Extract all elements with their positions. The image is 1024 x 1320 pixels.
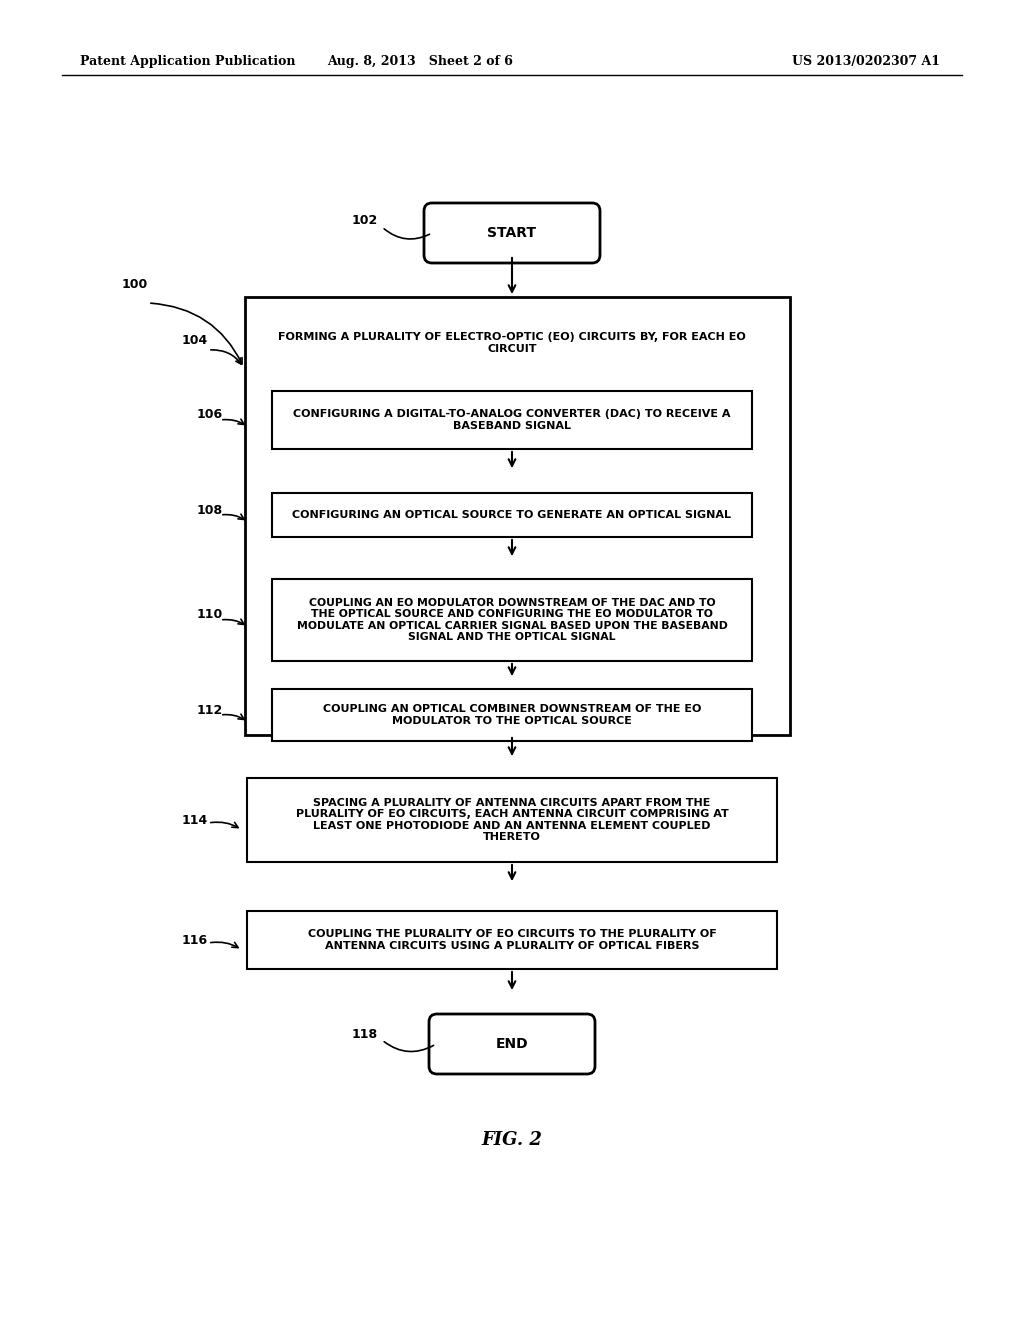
Text: CONFIGURING AN OPTICAL SOURCE TO GENERATE AN OPTICAL SIGNAL: CONFIGURING AN OPTICAL SOURCE TO GENERAT…	[293, 510, 731, 520]
Text: END: END	[496, 1038, 528, 1051]
FancyBboxPatch shape	[424, 203, 600, 263]
Bar	[247, 777, 777, 862]
Text: 116: 116	[182, 933, 208, 946]
Text: 112: 112	[197, 704, 223, 717]
Text: 108: 108	[197, 503, 223, 516]
Text: 114: 114	[182, 813, 208, 826]
Text: US 2013/0202307 A1: US 2013/0202307 A1	[792, 55, 940, 69]
Text: 118: 118	[352, 1028, 378, 1041]
Bar	[272, 391, 752, 449]
Bar	[247, 911, 777, 969]
Text: 104: 104	[182, 334, 208, 346]
Text: SPACING A PLURALITY OF ANTENNA CIRCUITS APART FROM THE
PLURALITY OF EO CIRCUITS,: SPACING A PLURALITY OF ANTENNA CIRCUITS …	[296, 797, 728, 842]
Bar	[272, 579, 752, 661]
Text: 110: 110	[197, 609, 223, 622]
Text: Aug. 8, 2013   Sheet 2 of 6: Aug. 8, 2013 Sheet 2 of 6	[327, 55, 513, 69]
Text: FIG. 2: FIG. 2	[481, 1131, 543, 1148]
Text: 106: 106	[197, 408, 223, 421]
Text: 102: 102	[352, 214, 378, 227]
Text: COUPLING THE PLURALITY OF EO CIRCUITS TO THE PLURALITY OF
ANTENNA CIRCUITS USING: COUPLING THE PLURALITY OF EO CIRCUITS TO…	[307, 929, 717, 950]
FancyBboxPatch shape	[429, 1014, 595, 1074]
Text: START: START	[487, 226, 537, 240]
Text: CONFIGURING A DIGITAL-TO-ANALOG CONVERTER (DAC) TO RECEIVE A
BASEBAND SIGNAL: CONFIGURING A DIGITAL-TO-ANALOG CONVERTE…	[293, 409, 731, 430]
Bar	[245, 297, 790, 735]
Text: 100: 100	[122, 279, 148, 292]
Bar	[272, 689, 752, 741]
Bar	[272, 492, 752, 537]
Text: Patent Application Publication: Patent Application Publication	[80, 55, 296, 69]
Text: COUPLING AN OPTICAL COMBINER DOWNSTREAM OF THE EO
MODULATOR TO THE OPTICAL SOURC: COUPLING AN OPTICAL COMBINER DOWNSTREAM …	[323, 704, 701, 726]
Text: FORMING A PLURALITY OF ELECTRO-OPTIC (EO) CIRCUITS BY, FOR EACH EO
CIRCUIT: FORMING A PLURALITY OF ELECTRO-OPTIC (EO…	[279, 333, 745, 354]
Text: COUPLING AN EO MODULATOR DOWNSTREAM OF THE DAC AND TO
THE OPTICAL SOURCE AND CON: COUPLING AN EO MODULATOR DOWNSTREAM OF T…	[297, 598, 727, 643]
